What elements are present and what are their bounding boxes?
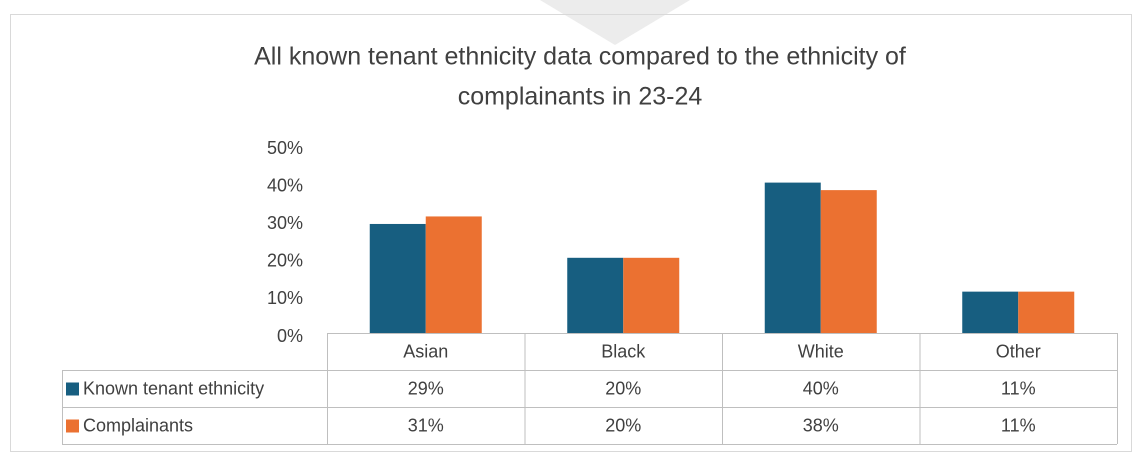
data-label: 11% xyxy=(1001,415,1036,435)
data-label: 20% xyxy=(605,415,641,435)
y-tick-label: 20% xyxy=(267,251,303,271)
legend-key xyxy=(66,419,79,433)
data-label: 40% xyxy=(803,378,839,398)
x-tick-label: White xyxy=(798,341,844,361)
x-tick-label: Other xyxy=(996,341,1041,361)
background-shape xyxy=(540,0,690,45)
data-label: 31% xyxy=(408,415,444,435)
bar xyxy=(369,223,426,333)
x-tick-label: Black xyxy=(601,341,646,361)
data-label: 38% xyxy=(803,415,839,435)
chart-title: complainants in 23-24 xyxy=(458,83,703,111)
bar xyxy=(1018,291,1075,333)
bar xyxy=(623,257,680,333)
legend-label: Known tenant ethnicity xyxy=(83,378,264,398)
bar xyxy=(820,190,877,333)
y-tick-label: 40% xyxy=(267,175,303,195)
chart-title: All known tenant ethnicity data compared… xyxy=(254,43,906,71)
y-tick-label: 30% xyxy=(267,213,303,233)
data-label: 29% xyxy=(408,378,444,398)
data-label: 20% xyxy=(605,378,641,398)
legend-key xyxy=(66,382,79,396)
bar xyxy=(962,291,1019,333)
y-tick-label: 10% xyxy=(267,288,303,308)
bar xyxy=(425,216,482,333)
bar xyxy=(764,182,821,333)
bar xyxy=(567,257,624,333)
y-tick-label: 0% xyxy=(277,326,303,346)
data-label: 11% xyxy=(1001,378,1036,398)
x-tick-label: Asian xyxy=(403,341,448,361)
legend-label: Complainants xyxy=(83,415,193,435)
y-tick-label: 50% xyxy=(267,138,303,158)
